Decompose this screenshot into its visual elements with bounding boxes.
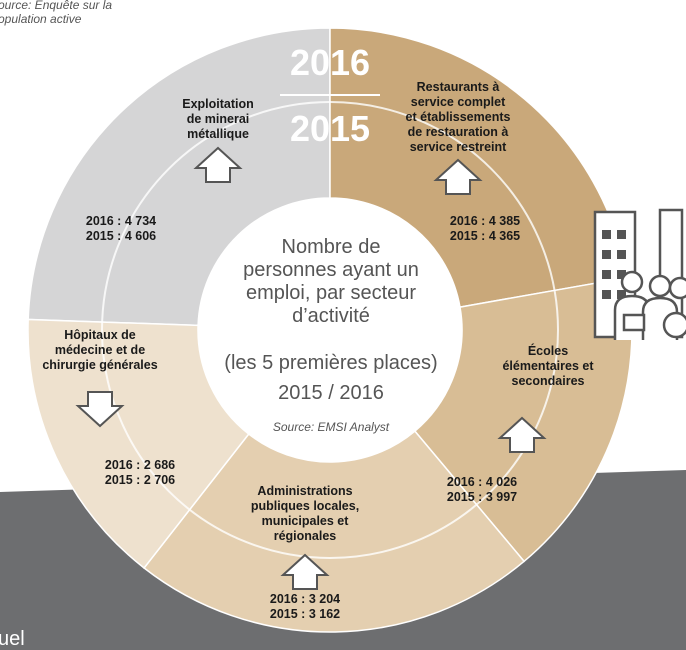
- center-title: personnes ayant un: [243, 259, 419, 281]
- year-label: 2016: [289, 42, 371, 83]
- sector-name: chirurgie générales: [42, 358, 158, 372]
- arrow-up: [193, 146, 243, 183]
- arrow-up: [433, 158, 483, 195]
- sector-name: service complet: [410, 95, 506, 109]
- sector-value: 2015 : 4 606: [85, 229, 157, 243]
- sector-value: 2016 : 4 385: [449, 214, 521, 228]
- sector-value: 2015 : 3 997: [446, 490, 518, 504]
- sector-value: 2016 : 3 204: [269, 592, 341, 606]
- year-label: 2015: [289, 108, 371, 149]
- sector-name: Hôpitaux de: [64, 328, 136, 342]
- inner-ring-line: [101, 101, 559, 559]
- source-note: opulation active: [0, 12, 82, 26]
- center-title: Nombre de: [281, 236, 381, 258]
- arrows: [75, 146, 547, 590]
- sector-name: de minerai: [186, 112, 250, 126]
- sector-name: régionales: [273, 529, 337, 543]
- sector-name: et établissements: [405, 110, 511, 124]
- arrow-up: [280, 553, 330, 590]
- sector-name: municipales et: [261, 514, 349, 528]
- arrow-up: [497, 416, 547, 453]
- sector-value: 2016 : 2 686: [104, 458, 176, 472]
- sector-name: secondaires: [511, 374, 585, 388]
- sector-name: médecine et de: [54, 343, 146, 357]
- arrow-down: [75, 391, 125, 428]
- sector-value: 2016 : 4 734: [85, 214, 157, 228]
- sector-name: service restreint: [409, 140, 507, 154]
- sector-name: publiques locales,: [250, 499, 360, 513]
- sector-value: 2015 : 4 365: [449, 229, 521, 243]
- center-period: 2015 / 2016: [278, 382, 384, 404]
- sector-value: 2016 : 4 026: [446, 475, 518, 489]
- footer-text: uel: [0, 628, 25, 650]
- source-note: ource: Enquête sur la: [0, 0, 113, 12]
- sector-name: Administrations: [257, 484, 353, 498]
- sector-name: de restauration à: [407, 125, 509, 139]
- sector-name: métallique: [187, 127, 249, 141]
- center-title: emploi, par secteur: [245, 282, 417, 304]
- icon: [593, 208, 686, 340]
- sector-value: 2015 : 2 706: [104, 473, 176, 487]
- sector-name: Restaurants à: [416, 80, 500, 94]
- sector-name: Écoles: [527, 344, 569, 358]
- center-title: d’activité: [292, 305, 370, 327]
- center-circle: [198, 198, 462, 462]
- center-subtitle: (les 5 premières places): [224, 352, 438, 374]
- donut: [27, 27, 633, 633]
- sector-name: élémentaires et: [502, 359, 594, 373]
- sector-name: Exploitation: [182, 97, 254, 111]
- center-source: Source: EMSI Analyst: [272, 420, 390, 434]
- sector-value: 2015 : 3 162: [269, 607, 341, 621]
